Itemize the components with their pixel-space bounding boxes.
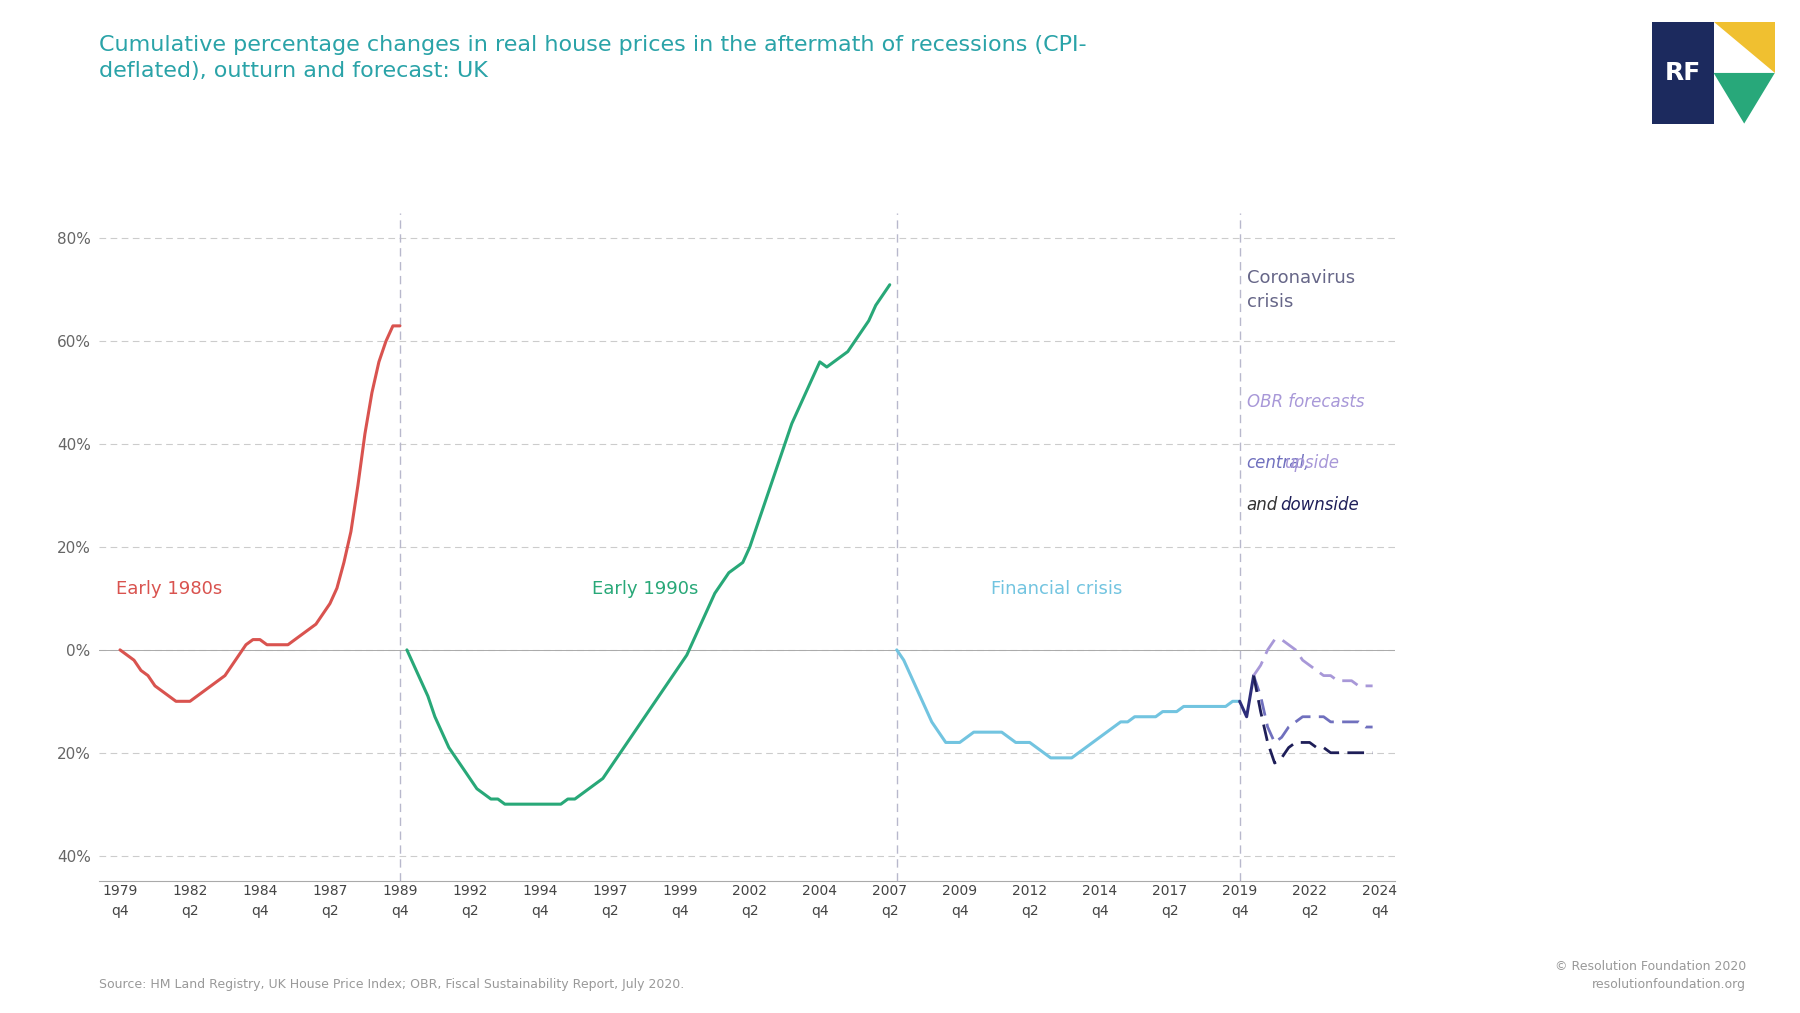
Text: © Resolution Foundation 2020
resolutionfoundation.org: © Resolution Foundation 2020 resolutionf… xyxy=(1555,959,1746,991)
Text: q4: q4 xyxy=(531,905,549,919)
Text: 2009: 2009 xyxy=(941,884,977,898)
Text: Source: HM Land Registry, UK House Price Index; OBR, Fiscal Sustainability Repor: Source: HM Land Registry, UK House Price… xyxy=(99,978,684,991)
Text: 1999: 1999 xyxy=(662,884,698,898)
Text: q4: q4 xyxy=(1091,905,1109,919)
Text: q2: q2 xyxy=(182,905,198,919)
Text: 2022: 2022 xyxy=(1292,884,1327,898)
Text: q4: q4 xyxy=(1231,905,1249,919)
Text: q2: q2 xyxy=(320,905,338,919)
Text: 2017: 2017 xyxy=(1152,884,1188,898)
Text: 2004: 2004 xyxy=(803,884,837,898)
Text: 1994: 1994 xyxy=(522,884,558,898)
Text: 2024: 2024 xyxy=(1363,884,1397,898)
Text: 2019: 2019 xyxy=(1222,884,1256,898)
Text: and: and xyxy=(1247,495,1278,514)
Text: Early 1980s: Early 1980s xyxy=(115,580,221,599)
Bar xyxy=(1652,22,1714,124)
Text: q4: q4 xyxy=(252,905,268,919)
Polygon shape xyxy=(1714,22,1775,73)
Text: 1979: 1979 xyxy=(103,884,137,898)
Polygon shape xyxy=(1714,73,1775,124)
Text: Financial crisis: Financial crisis xyxy=(990,580,1121,599)
Text: q2: q2 xyxy=(1301,905,1318,919)
Text: 1987: 1987 xyxy=(311,884,347,898)
Text: Early 1990s: Early 1990s xyxy=(592,580,698,599)
Text: 1989: 1989 xyxy=(382,884,418,898)
Text: q2: q2 xyxy=(1021,905,1039,919)
Text: 2007: 2007 xyxy=(873,884,907,898)
Text: Coronavirus
crisis: Coronavirus crisis xyxy=(1247,269,1355,311)
Text: q4: q4 xyxy=(671,905,689,919)
Text: 2012: 2012 xyxy=(1012,884,1048,898)
Text: 1982: 1982 xyxy=(173,884,207,898)
Text: 1992: 1992 xyxy=(452,884,488,898)
Text: q2: q2 xyxy=(880,905,898,919)
Text: RF: RF xyxy=(1665,61,1701,85)
Text: Cumulative percentage changes in real house prices in the aftermath of recession: Cumulative percentage changes in real ho… xyxy=(99,35,1087,81)
Text: q2: q2 xyxy=(1161,905,1179,919)
Text: q2: q2 xyxy=(601,905,619,919)
Text: OBR forecasts: OBR forecasts xyxy=(1247,393,1364,410)
Text: q4: q4 xyxy=(950,905,968,919)
Text: q4: q4 xyxy=(812,905,828,919)
Text: 1997: 1997 xyxy=(592,884,628,898)
Text: q2: q2 xyxy=(742,905,758,919)
Text: upside: upside xyxy=(1285,455,1339,472)
Text: 2002: 2002 xyxy=(733,884,767,898)
Text: 2014: 2014 xyxy=(1082,884,1118,898)
Text: q4: q4 xyxy=(391,905,409,919)
Text: q4: q4 xyxy=(112,905,130,919)
Text: 1984: 1984 xyxy=(243,884,277,898)
Text: q2: q2 xyxy=(461,905,479,919)
Text: q4: q4 xyxy=(1372,905,1388,919)
Text: downside: downside xyxy=(1280,495,1359,514)
Text: central,: central, xyxy=(1247,455,1310,472)
